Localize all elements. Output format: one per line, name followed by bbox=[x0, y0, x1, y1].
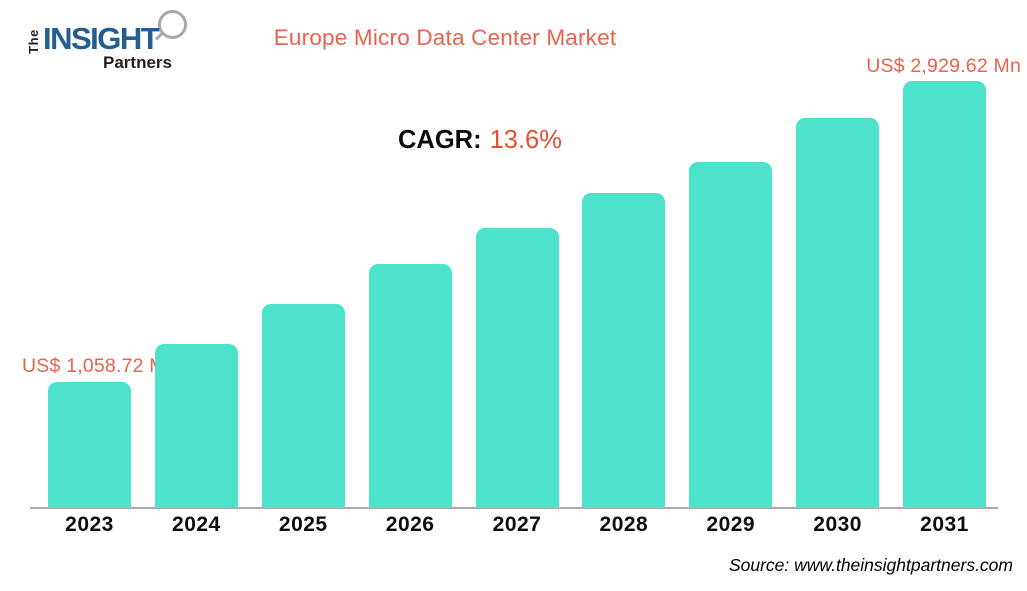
bar-2023 bbox=[48, 382, 131, 508]
bar-2031 bbox=[903, 81, 986, 508]
bar-column-2025: 2025 bbox=[261, 60, 345, 542]
logo-insight-text: INSIGHT bbox=[43, 21, 160, 56]
x-tick-label-2031: 2031 bbox=[920, 513, 969, 536]
insight-partners-logo: The INSIGHT Partners bbox=[12, 8, 197, 74]
bar-2024 bbox=[154, 344, 238, 508]
x-tick-label-2023: 2023 bbox=[65, 513, 114, 536]
bar-2029 bbox=[689, 162, 773, 508]
cagr-annotation: CAGR: 13.6% bbox=[398, 126, 562, 155]
bar-column-2031: 2031 bbox=[903, 60, 986, 542]
x-tick-label-2030: 2030 bbox=[813, 513, 862, 536]
bar-2030 bbox=[796, 118, 880, 508]
bar-2027 bbox=[475, 228, 559, 508]
bar-chart: 2023 2024 2025 2026 2027 2028 2029 2030 2031 bbox=[48, 60, 986, 542]
cagr-value: 13.6% bbox=[489, 126, 562, 154]
first-bar-value-label: US$ 1,058.72 Mn bbox=[22, 355, 177, 377]
x-tick-label-2024: 2024 bbox=[172, 513, 221, 536]
x-tick-label-2027: 2027 bbox=[492, 513, 542, 536]
bar-2025 bbox=[261, 304, 345, 508]
bar-column-2030: 2030 bbox=[796, 60, 880, 542]
bar-2028 bbox=[582, 193, 666, 508]
bar-column-2028: 2028 bbox=[582, 60, 666, 542]
magnifier-icon bbox=[158, 10, 187, 39]
logo-partners-text: Partners bbox=[103, 53, 172, 72]
x-tick-label-2025: 2025 bbox=[278, 513, 328, 536]
bar-column-2026: 2026 bbox=[368, 60, 452, 542]
bar-column-2023: 2023 bbox=[48, 60, 131, 542]
bar-2026 bbox=[368, 264, 452, 508]
x-tick-label-2026: 2026 bbox=[385, 513, 435, 536]
bar-column-2027: 2027 bbox=[475, 60, 559, 542]
bar-column-2029: 2029 bbox=[689, 60, 773, 542]
chart-title: Europe Micro Data Center Market bbox=[273, 25, 617, 50]
last-bar-value-label: US$ 2,929.62 Mn bbox=[866, 55, 1021, 77]
cagr-label: CAGR: bbox=[398, 126, 482, 154]
source-credit: Source: www.theinsightpartners.com bbox=[728, 555, 1013, 575]
x-tick-label-2029: 2029 bbox=[706, 513, 756, 536]
x-tick-label-2028: 2028 bbox=[599, 513, 649, 536]
bar-column-2024: 2024 bbox=[154, 60, 238, 542]
